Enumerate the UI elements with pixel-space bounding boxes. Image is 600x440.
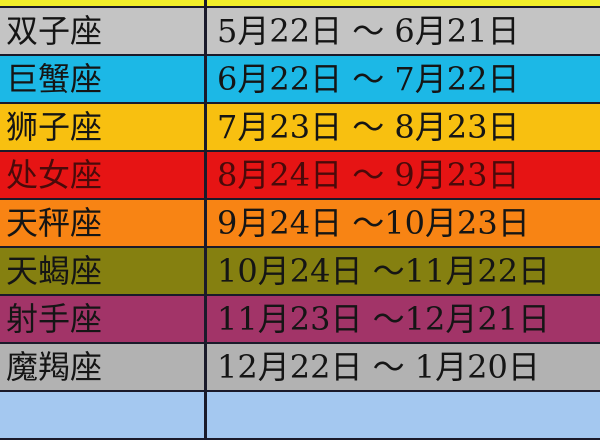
sign-name-cell: 狮子座 [0,104,207,150]
table-row: 天秤座 9月24日 ～10月23日 [0,200,600,248]
table-row: 巨蟹座 6月22日 ～ 7月22日 [0,56,600,104]
table-row: 射手座 11月23日 ～12月21日 [0,296,600,344]
date-range-cell [207,392,600,438]
date-range-cell: 7月23日 ～ 8月23日 [217,108,520,146]
sign-name-cell: 天蝎座 [0,248,207,294]
date-range-cell: 8月24日 ～ 9月23日 [217,156,520,194]
table-row: 处女座 8月24日 ～ 9月23日 [0,152,600,200]
sign-name-cell: 金牛座 [0,0,207,6]
table-row: 天蝎座 10月24日 ～11月22日 [0,248,600,296]
sign-name-cell [0,392,207,438]
date-range-cell: 4月20日 ～ 5月21日 [207,0,600,6]
table-row: 魔羯座 12月22日 ～ 1月20日 [0,344,600,392]
date-range-cell: 10月24日 ～11月22日 [217,252,551,290]
date-range-cell: 6月22日 ～ 7月22日 [217,60,520,98]
sign-name-cell: 处女座 [0,152,207,198]
date-range-cell: 5月22日 ～ 6月21日 [217,12,520,50]
sign-name-cell: 射手座 [0,296,207,342]
sign-name-cell: 魔羯座 [0,344,207,390]
date-range-cell: 11月23日 ～12月21日 [217,300,551,338]
table-row [0,392,600,440]
table-row: 双子座 5月22日 ～ 6月21日 [0,8,600,56]
date-range-cell: 9月24日 ～10月23日 [217,204,530,242]
table-row: 狮子座 7月23日 ～ 8月23日 [0,104,600,152]
sign-name-cell: 天秤座 [0,200,207,246]
sign-name-cell: 巨蟹座 [0,56,207,102]
sign-name-cell: 双子座 [0,8,207,54]
date-range-cell: 12月22日 ～ 1月20日 [217,348,540,386]
table-row: 金牛座4月20日 ～ 5月21日 [0,0,600,8]
